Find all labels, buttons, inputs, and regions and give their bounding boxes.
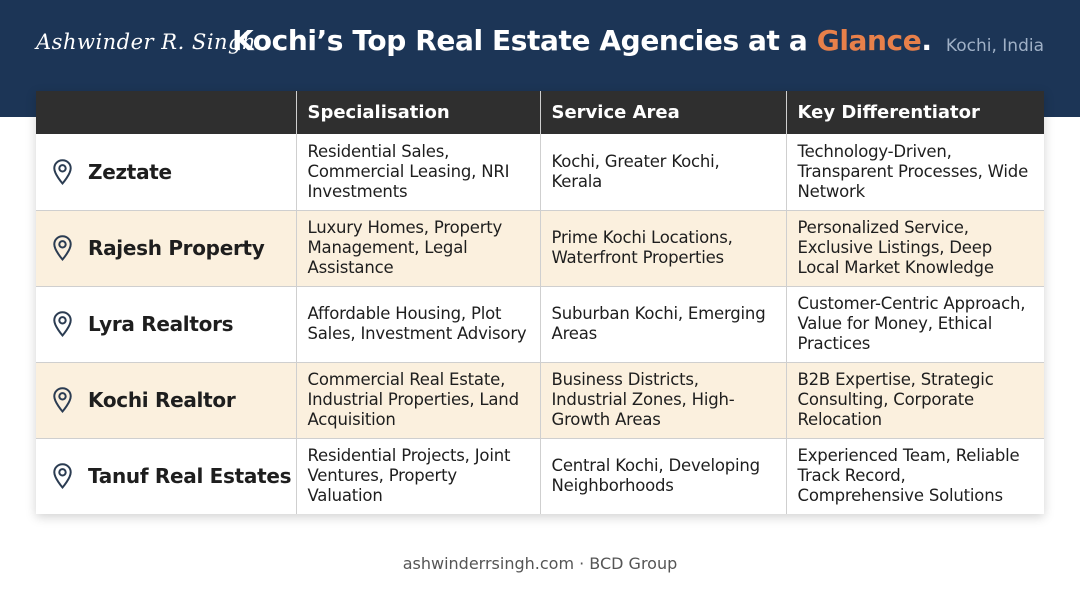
service-area-cell: Suburban Kochi, Emerging Areas: [540, 286, 787, 363]
service-area-cell: Central Kochi, Developing Neighborhoods: [540, 438, 787, 514]
agency-name: Lyra Realtors: [88, 312, 234, 336]
agency-cell: Kochi Realtor: [36, 362, 297, 439]
table-header-row: Specialisation Service Area Key Differen…: [36, 91, 1044, 134]
specialisation-cell: Residential Sales, Commercial Leasing, N…: [296, 134, 541, 211]
column-header-specialisation: Specialisation: [296, 91, 541, 134]
specialisation-cell: Affordable Housing, Plot Sales, Investme…: [296, 286, 541, 363]
agency-name: Tanuf Real Estates: [88, 464, 292, 489]
location-label: Kochi, India: [945, 36, 1044, 56]
location-pin-icon: [53, 387, 72, 414]
differentiator-cell: Customer-Centric Approach, Value for Mon…: [786, 286, 1044, 363]
table-row: Kochi Realtor Commercial Real Estate, In…: [36, 362, 1044, 439]
specialisation-cell: Commercial Real Estate, Industrial Prope…: [296, 362, 541, 439]
table-row: Rajesh Property Luxury Homes, Property M…: [36, 210, 1044, 287]
column-header-agency: [36, 91, 297, 134]
agency-name: Zeztate: [88, 159, 172, 184]
differentiator-cell: Technology-Driven, Transparent Processes…: [786, 134, 1044, 211]
service-area-cell: Prime Kochi Locations, Waterfront Proper…: [540, 210, 787, 287]
differentiator-cell: Experienced Team, Reliable Track Record,…: [797, 446, 1020, 506]
agencies-table: Specialisation Service Area Key Differen…: [36, 91, 1044, 514]
location-pin-icon: [53, 311, 72, 338]
agencies-table-container: Specialisation Service Area Key Differen…: [36, 91, 1044, 514]
service-area-cell: Kochi, Greater Kochi, Kerala: [540, 134, 787, 211]
location-pin-icon: [53, 463, 72, 490]
agency-cell: Rajesh Property: [36, 210, 297, 287]
differentiator-cell: Personalized Service, Exclusive Listings…: [786, 210, 1044, 287]
agency-name: Rajesh Property: [88, 236, 265, 260]
service-area-cell: Business Districts, Industrial Zones, Hi…: [540, 362, 787, 439]
table-row: Tanuf Real Estates Residential Projects,…: [36, 438, 1044, 514]
agency-cell: Tanuf Real Estates: [36, 438, 297, 514]
column-header-differentiator: Key Differentiator: [786, 91, 1044, 134]
signature-logo: Ashwinder R. Singh: [36, 30, 257, 54]
specialisation-cell: Residential Projects, Joint Ventures, Pr…: [296, 438, 541, 514]
specialisation-cell: Luxury Homes, Property Management, Legal…: [296, 210, 541, 287]
table-row: Zeztate Residential Sales, Commercial Le…: [36, 134, 1044, 211]
agency-name: Kochi Realtor: [88, 388, 236, 412]
title-end: .: [921, 24, 932, 57]
column-header-service-area: Service Area: [540, 91, 787, 134]
footer-credit: ashwinderrsingh.com · BCD Group: [402, 554, 678, 573]
location-pin-icon: [53, 158, 72, 185]
agency-cell: Zeztate: [36, 134, 297, 211]
location-pin-icon: [53, 235, 72, 262]
agency-cell: Lyra Realtors: [36, 286, 297, 363]
page-title: Kochi’s Top Real Estate Agencies at a Gl…: [232, 24, 932, 57]
title-accent: Glance: [816, 24, 922, 57]
differentiator-cell: B2B Expertise, Strategic Consulting, Cor…: [786, 362, 1044, 439]
title-main: Kochi’s Top Real Estate Agencies at a: [232, 24, 817, 57]
table-row: Lyra Realtors Affordable Housing, Plot S…: [36, 286, 1044, 363]
